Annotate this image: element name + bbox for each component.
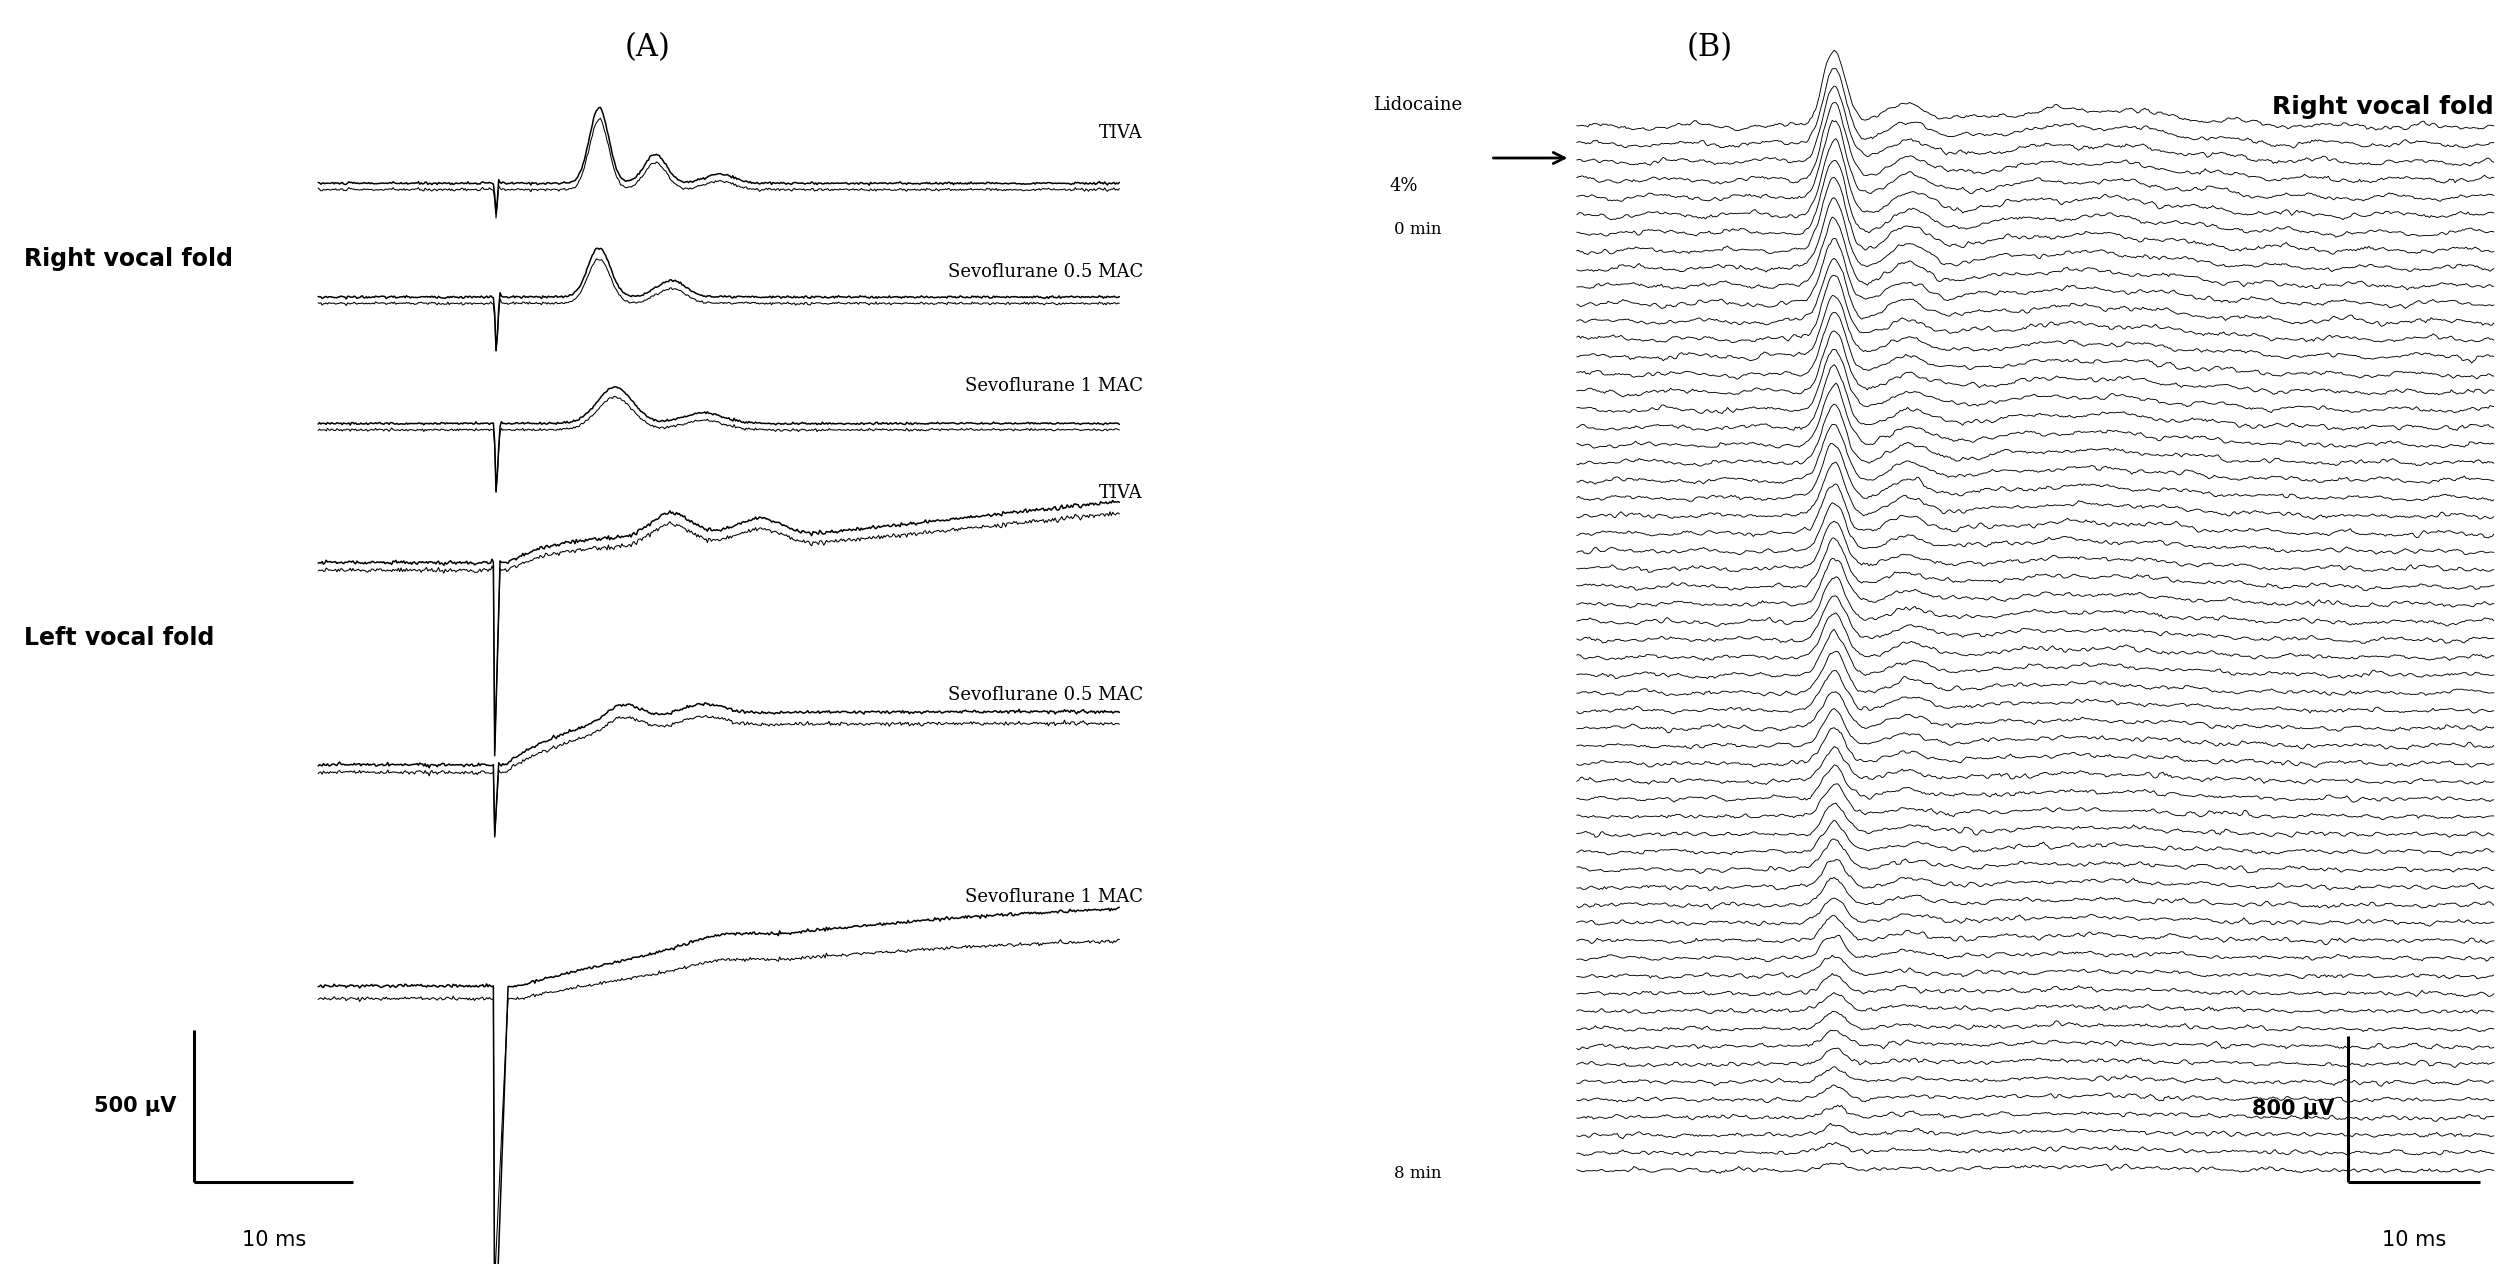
Text: 10 ms: 10 ms: [241, 1230, 306, 1250]
Text: TIVA: TIVA: [1098, 484, 1143, 502]
Text: Sevoflurane 1 MAC: Sevoflurane 1 MAC: [965, 889, 1143, 906]
Text: Sevoflurane 0.5 MAC: Sevoflurane 0.5 MAC: [948, 263, 1143, 281]
Text: Lidocaine: Lidocaine: [1374, 96, 1462, 114]
Text: (A): (A): [624, 32, 672, 63]
Text: 0 min: 0 min: [1394, 221, 1442, 238]
Text: TIVA: TIVA: [1098, 124, 1143, 142]
Text: (B): (B): [1687, 32, 1732, 63]
Text: 10 ms: 10 ms: [2382, 1230, 2447, 1250]
Text: Right vocal fold: Right vocal fold: [2271, 95, 2494, 119]
Text: Sevoflurane 1 MAC: Sevoflurane 1 MAC: [965, 377, 1143, 394]
Text: Right vocal fold: Right vocal fold: [23, 248, 233, 270]
Text: Left vocal fold: Left vocal fold: [23, 627, 213, 650]
Text: 4%: 4%: [1389, 177, 1419, 195]
Text: 500 μV: 500 μV: [95, 1096, 175, 1116]
Text: Sevoflurane 0.5 MAC: Sevoflurane 0.5 MAC: [948, 686, 1143, 704]
Text: 8 min: 8 min: [1394, 1165, 1442, 1182]
Text: 800 μV: 800 μV: [2251, 1100, 2334, 1119]
